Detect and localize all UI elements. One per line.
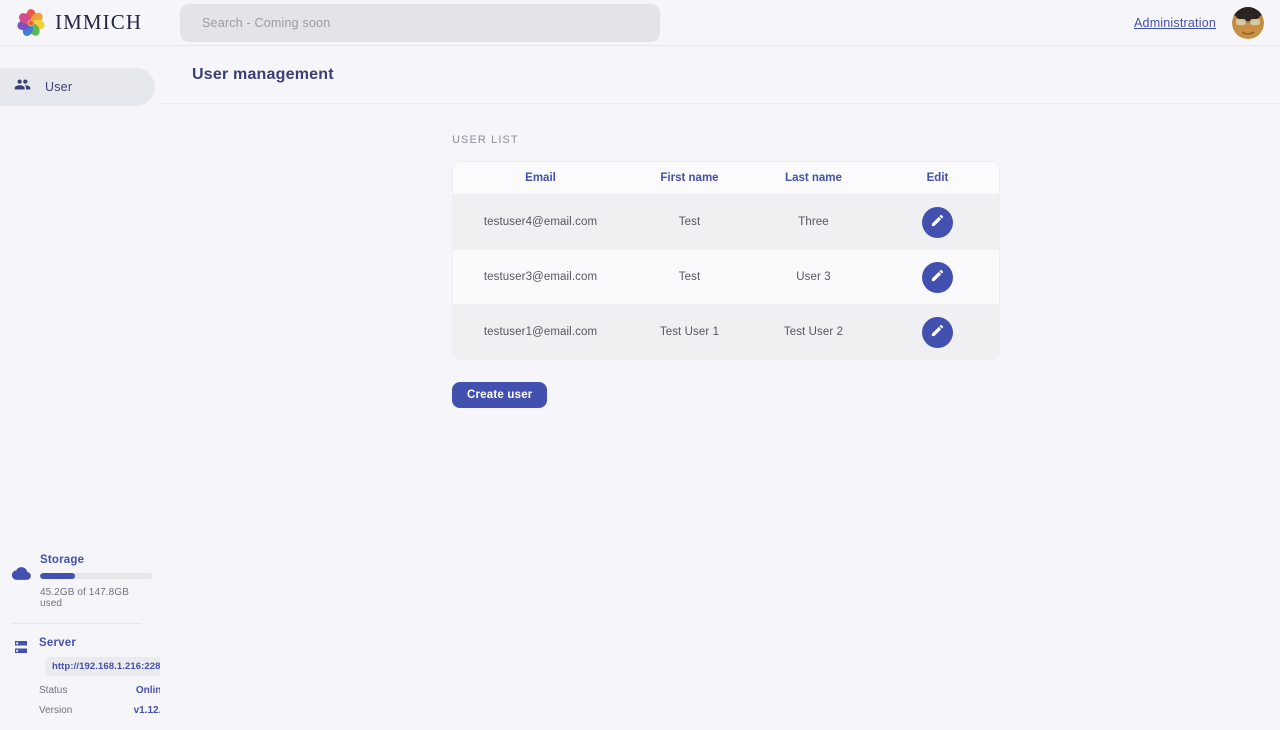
storage-panel: Storage 45.2GB of 147.8GB used	[0, 554, 154, 609]
cell-last-name: Test User 2	[783, 326, 844, 338]
storage-usage-text: 45.2GB of 147.8GB used	[40, 587, 129, 609]
cell-edit	[876, 206, 999, 238]
avatar[interactable]	[1232, 7, 1264, 39]
sidebar-bottom: Storage 45.2GB of 147.8GB used Server ht	[0, 554, 173, 716]
administration-link[interactable]: Administration	[1134, 16, 1216, 30]
edit-user-button[interactable]	[922, 316, 953, 348]
server-panel: Server http://192.168.1.216:2283 Status …	[0, 637, 173, 716]
account-multiple-icon	[14, 76, 31, 98]
table-row: testuser3@email.com Test User 3	[453, 249, 999, 304]
cell-last-name: Three	[798, 216, 829, 228]
server-title: Server	[39, 637, 77, 649]
table-row: testuser1@email.com Test User 1 Test Use…	[453, 304, 999, 359]
storage-progress-bar	[40, 573, 153, 579]
content-area: USER LIST Email First name Last name Edi…	[160, 104, 1280, 408]
cell-email: testuser4@email.com	[483, 216, 598, 228]
page-header: User management	[160, 46, 1280, 104]
storage-title: Storage	[40, 554, 85, 566]
cell-first-name: Test	[678, 216, 701, 228]
sidebar-divider	[12, 623, 142, 624]
search-placeholder: Search - Coming soon	[202, 16, 331, 30]
cell-email: testuser3@email.com	[483, 271, 598, 283]
cell-email: testuser1@email.com	[483, 326, 598, 338]
table-header-row: Email First name Last name Edit	[453, 162, 999, 194]
server-version-value: v1.12.0	[133, 705, 167, 716]
page-title: User management	[192, 65, 334, 83]
user-list-label: USER LIST	[452, 134, 519, 146]
column-header-last-name[interactable]: Last name	[785, 172, 842, 184]
table-row: testuser4@email.com Test Three	[453, 194, 999, 249]
cell-edit	[876, 261, 999, 293]
column-header-first-name[interactable]: First name	[660, 172, 719, 184]
brand[interactable]: IMMICH	[16, 8, 164, 38]
edit-user-button[interactable]	[922, 206, 953, 238]
column-header-edit[interactable]: Edit	[926, 172, 949, 184]
server-status-value: Online	[135, 685, 167, 696]
server-version-label: Version	[39, 705, 73, 716]
cell-first-name: Test	[678, 271, 701, 283]
topbar-right: Administration	[1134, 0, 1264, 46]
create-user-button[interactable]: Create user	[452, 382, 548, 408]
search-input[interactable]: Search - Coming soon	[180, 4, 660, 42]
main-content: User management USER LIST Email First na…	[160, 46, 1280, 730]
pencil-icon	[930, 323, 945, 341]
sidebar-item-user-label: User	[45, 80, 73, 94]
cell-first-name: Test User 1	[659, 326, 720, 338]
pencil-icon	[930, 268, 945, 286]
sidebar-item-user[interactable]: User	[0, 68, 155, 106]
server-status-label: Status	[39, 685, 68, 696]
server-icon	[12, 638, 30, 716]
column-header-email[interactable]: Email	[525, 172, 556, 184]
immich-flower-logo-icon	[16, 8, 46, 38]
user-table: Email First name Last name Edit testuser…	[452, 161, 1000, 360]
pencil-icon	[930, 213, 945, 231]
brand-name: IMMICH	[55, 10, 143, 34]
cell-edit	[876, 316, 999, 348]
server-version-row: Version v1.12.0	[39, 705, 173, 716]
server-status-row: Status Online	[39, 685, 173, 696]
sidebar: User Storage 45.2GB of 147.8GB used	[0, 46, 173, 730]
top-bar: IMMICH Search - Coming soon Administrati…	[0, 0, 1280, 46]
edit-user-button[interactable]	[922, 261, 953, 293]
cell-last-name: User 3	[796, 271, 831, 283]
cloud-icon	[11, 564, 31, 609]
storage-progress-fill	[40, 573, 75, 579]
server-url-chip[interactable]: http://192.168.1.216:2283	[45, 657, 173, 676]
